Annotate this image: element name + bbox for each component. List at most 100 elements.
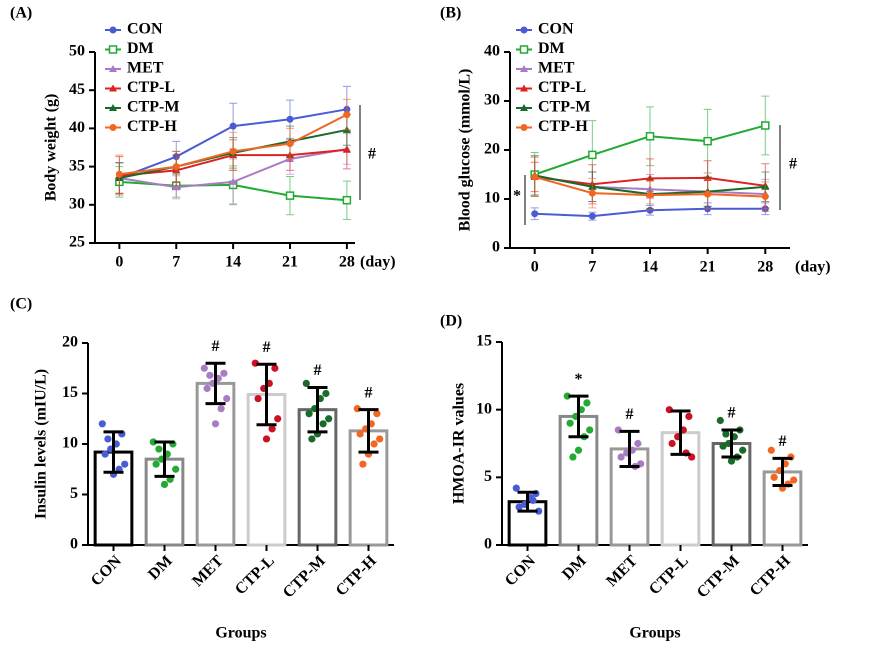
x-tick-label: 0 [115, 254, 123, 271]
error-bar [772, 456, 793, 487]
data-point [727, 457, 736, 465]
legend-label: CON [538, 21, 574, 38]
data-point [685, 412, 693, 421]
data-point [268, 425, 276, 433]
legend-marker [108, 45, 118, 54]
data-point [716, 416, 724, 425]
panel: 0 10 20 30 40 (B) Blood glucose (mmol/L) 0 7 14 21… [440, 5, 831, 276]
y-tick-label: 10 [484, 190, 500, 207]
error-bar [619, 429, 640, 469]
annotation: # [365, 384, 373, 401]
marker [704, 190, 712, 198]
data-point [172, 465, 180, 473]
x-tick-label: 7 [172, 254, 180, 271]
legend-label: CTP-L [127, 79, 175, 96]
y-tick-label: 40 [69, 119, 85, 136]
x-axis-label: (day) [360, 254, 396, 271]
y-tick-label: 45 [69, 81, 85, 98]
marker [343, 111, 351, 119]
x-tick-label: CTP-M [280, 552, 329, 601]
y-tick-label: 0 [484, 536, 492, 553]
legend-marker [520, 124, 528, 131]
legend-label: CTP-H [538, 118, 588, 135]
y-axis-label: Blood glucose (mmol/L) [457, 69, 474, 232]
data-point [203, 384, 211, 393]
marker [286, 140, 294, 148]
data-point [220, 369, 228, 377]
data-point [719, 442, 727, 450]
annotation: * [513, 188, 521, 205]
marker [229, 177, 238, 185]
data-point [586, 426, 594, 434]
x-tick-label: MET [189, 552, 227, 590]
x-tick-label: CTP-H [333, 552, 381, 600]
data-point [319, 420, 327, 428]
data-point [274, 415, 282, 423]
marker [229, 147, 237, 155]
legend-marker [109, 84, 117, 92]
y-tick-label: 30 [69, 195, 85, 212]
data-point [529, 496, 537, 504]
y-tick-label: 10 [62, 435, 78, 452]
data-point [569, 453, 577, 461]
annotation: # [368, 146, 376, 163]
panel: 25 30 35 40 45 50 (A) Body weight (g) 0 7 14 21 28 (d… [10, 5, 396, 271]
x-axis-label: (day) [795, 259, 831, 276]
y-tick-label: 20 [484, 141, 500, 158]
data-point [373, 410, 381, 418]
panel-label: (B) [440, 5, 461, 22]
marker [286, 115, 294, 123]
y-tick-label: 40 [484, 43, 500, 60]
y-axis-label: Insulin levels (mIU/L) [33, 369, 50, 519]
legend-label: MET [127, 60, 164, 77]
annotation: # [779, 433, 787, 450]
x-tick-label: CTP-L [646, 552, 692, 598]
legend-label: CTP-M [538, 99, 590, 116]
annotation: # [626, 406, 634, 423]
y-tick-label: 35 [69, 157, 85, 174]
data-point [152, 460, 160, 468]
x-tick-label: CTP-M [694, 552, 743, 601]
data-point [211, 420, 220, 428]
legend-marker [519, 45, 529, 54]
data-point [254, 394, 262, 403]
data-point [271, 364, 279, 372]
error-bar [517, 490, 538, 513]
data-point [790, 476, 798, 484]
data-point [563, 392, 571, 400]
annotation: * [575, 371, 583, 388]
data-point [325, 415, 333, 423]
y-tick-label: 10 [476, 400, 492, 417]
bar [195, 381, 236, 547]
y-tick-label: 5 [484, 468, 492, 485]
data-point [566, 419, 574, 427]
x-tick-label: MET [603, 552, 641, 590]
error-bar [103, 430, 124, 474]
data-point [308, 435, 316, 443]
legend-label: CTP-L [538, 79, 586, 96]
legend-label: DM [538, 40, 565, 57]
x-axis-label: Groups [215, 625, 266, 642]
data-point [770, 473, 778, 481]
data-point [515, 503, 523, 511]
data-point [512, 484, 520, 492]
data-point [322, 389, 330, 398]
legend-label: DM [127, 40, 154, 57]
error-bar [205, 361, 226, 406]
panel: 0 5 10 15 20 (C) Insulin levels (mIU/L) CON DM ME… [10, 296, 394, 642]
marker [761, 121, 770, 130]
y-axis-label: Body weight (g) [43, 94, 60, 202]
x-tick-label: DM [145, 552, 176, 583]
legend-label: MET [538, 60, 575, 77]
data-point [160, 480, 169, 488]
y-tick-label: 0 [70, 536, 78, 553]
annotation: # [314, 362, 322, 379]
marker [172, 163, 180, 171]
legend-marker [109, 104, 117, 111]
marker [588, 212, 596, 220]
x-tick-label: CTP-L [232, 552, 278, 598]
error-bar [670, 409, 691, 456]
legend-marker [109, 124, 117, 131]
y-tick-label: 15 [476, 333, 492, 350]
x-tick-label: CON [502, 552, 539, 589]
